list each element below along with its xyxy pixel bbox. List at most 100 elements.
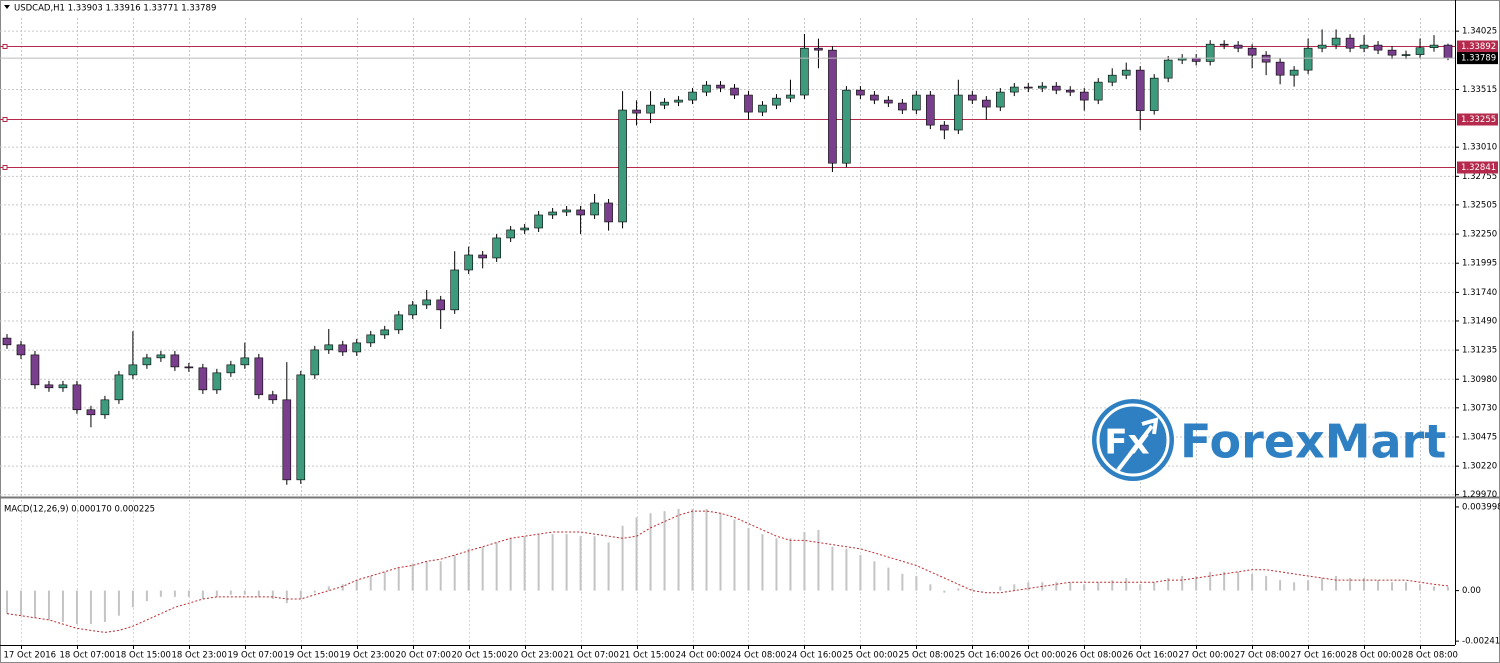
candle-body bbox=[1135, 69, 1145, 111]
candle-body bbox=[1345, 37, 1355, 49]
x-tick-label: 28 Oct 00:00 bbox=[1347, 651, 1402, 661]
candle-body bbox=[898, 102, 907, 111]
candle-body bbox=[1275, 61, 1285, 76]
candle-body bbox=[926, 94, 935, 126]
candle-body bbox=[1107, 74, 1117, 83]
x-tick-label: 27 Oct 08:00 bbox=[1235, 651, 1290, 661]
candle-body bbox=[212, 372, 222, 391]
y-tick-label: -0.002416 bbox=[1462, 637, 1500, 647]
x-tick-label: 18 Oct 23:00 bbox=[172, 651, 227, 661]
watermark-icon: Fx bbox=[1104, 423, 1149, 463]
candle-body bbox=[1373, 44, 1383, 51]
candle-body bbox=[996, 91, 1005, 108]
y-tick-label: 1.33010 bbox=[1462, 143, 1497, 153]
candle-body bbox=[618, 109, 627, 223]
candle-body bbox=[1359, 44, 1369, 49]
h-line-handle bbox=[2, 44, 8, 49]
candle-body bbox=[534, 214, 543, 229]
x-tick-label: 24 Oct 00:00 bbox=[676, 651, 731, 661]
x-tick-label: 27 Oct 00:00 bbox=[1179, 651, 1234, 661]
candle-body bbox=[16, 344, 26, 356]
candle-body bbox=[1219, 43, 1229, 46]
x-tick-label: 20 Oct 07:00 bbox=[396, 651, 451, 661]
y-tick-label: 1.31740 bbox=[1462, 288, 1497, 298]
candle-body bbox=[296, 374, 306, 481]
candle-body bbox=[1233, 44, 1243, 49]
candle-body bbox=[142, 357, 152, 366]
candle-body bbox=[436, 299, 445, 311]
h-line-label: 1.33255 bbox=[1461, 115, 1496, 125]
candle-body bbox=[114, 374, 124, 401]
candle-body bbox=[646, 104, 655, 114]
candle-body bbox=[562, 209, 571, 213]
h-line-handle bbox=[2, 165, 8, 170]
candle-body bbox=[632, 109, 641, 114]
x-tick-label: 25 Oct 00:00 bbox=[843, 651, 898, 661]
candle-body bbox=[744, 94, 753, 113]
y-tick-label: 0.00 bbox=[1462, 586, 1481, 596]
candle-body bbox=[464, 254, 473, 271]
last-price-label: 1.33789 bbox=[1461, 54, 1496, 64]
candle-body bbox=[828, 49, 837, 164]
candle-body bbox=[268, 394, 278, 401]
h-line-label: 1.33892 bbox=[1461, 42, 1496, 52]
watermark-ring bbox=[1096, 403, 1170, 477]
candle-body bbox=[758, 104, 767, 113]
x-tick-label: 19 Oct 15:00 bbox=[284, 651, 339, 661]
candle-body bbox=[366, 334, 376, 344]
y-tick-label: 1.30730 bbox=[1462, 403, 1497, 413]
candle-body bbox=[422, 299, 432, 306]
candle-body bbox=[240, 357, 250, 366]
candle-body bbox=[2, 337, 12, 346]
candle-body bbox=[30, 354, 40, 386]
candle-body bbox=[170, 354, 180, 368]
x-tick-label: 19 Oct 07:00 bbox=[228, 651, 283, 661]
candle-body bbox=[380, 329, 390, 336]
candle-body bbox=[1415, 47, 1425, 55]
h-line-label-box bbox=[1457, 113, 1498, 126]
candle-body bbox=[156, 354, 166, 359]
y-tick-label: 1.33515 bbox=[1462, 85, 1497, 95]
x-tick-label: 24 Oct 08:00 bbox=[731, 651, 786, 661]
x-tick-label: 27 Oct 16:00 bbox=[1291, 651, 1346, 661]
y-tick-label: 1.32755 bbox=[1462, 172, 1497, 182]
dropdown-arrow bbox=[4, 5, 10, 9]
x-tick-label: 17 Oct 2016 bbox=[4, 651, 57, 661]
candle-body bbox=[688, 91, 697, 101]
watermark-arrow bbox=[1116, 417, 1159, 472]
y-tick-label: 1.29970 bbox=[1462, 490, 1497, 500]
x-tick-label: 20 Oct 23:00 bbox=[508, 651, 563, 661]
y-tick-label: 1.34025 bbox=[1462, 27, 1497, 37]
candle-body bbox=[1037, 85, 1047, 89]
candle-body bbox=[492, 237, 501, 259]
h-line-label-box bbox=[1457, 40, 1498, 53]
candle-body bbox=[310, 349, 320, 376]
x-tick-label: 21 Oct 15:00 bbox=[620, 651, 675, 661]
candle-body bbox=[184, 366, 194, 369]
candle-body bbox=[394, 314, 404, 331]
candle-body bbox=[1401, 54, 1411, 56]
candle-body bbox=[1205, 43, 1215, 62]
macd-label: MACD(12,26,9) 0.000170 0.000225 bbox=[4, 505, 155, 515]
candle-body bbox=[352, 342, 362, 353]
candle-body bbox=[1303, 47, 1313, 71]
candle-body bbox=[716, 84, 725, 89]
candle-body bbox=[1093, 81, 1103, 101]
candle-body bbox=[786, 94, 795, 99]
signal-line bbox=[6, 510, 1449, 633]
candle-body bbox=[198, 367, 208, 391]
candle-body bbox=[674, 99, 683, 103]
candle-body bbox=[1051, 85, 1061, 91]
candle-body bbox=[1331, 37, 1341, 46]
candle-body bbox=[520, 227, 529, 231]
candle-body bbox=[870, 94, 879, 101]
candle-body bbox=[338, 344, 348, 353]
candle-body bbox=[408, 304, 418, 316]
x-tick-label: 18 Oct 07:00 bbox=[60, 651, 115, 661]
candle-body bbox=[1163, 59, 1173, 79]
candle-body bbox=[1443, 44, 1453, 59]
candle-body bbox=[86, 409, 96, 416]
x-tick-label: 25 Oct 08:00 bbox=[899, 651, 954, 661]
candle-body bbox=[1387, 49, 1397, 56]
candle-body bbox=[72, 384, 82, 411]
